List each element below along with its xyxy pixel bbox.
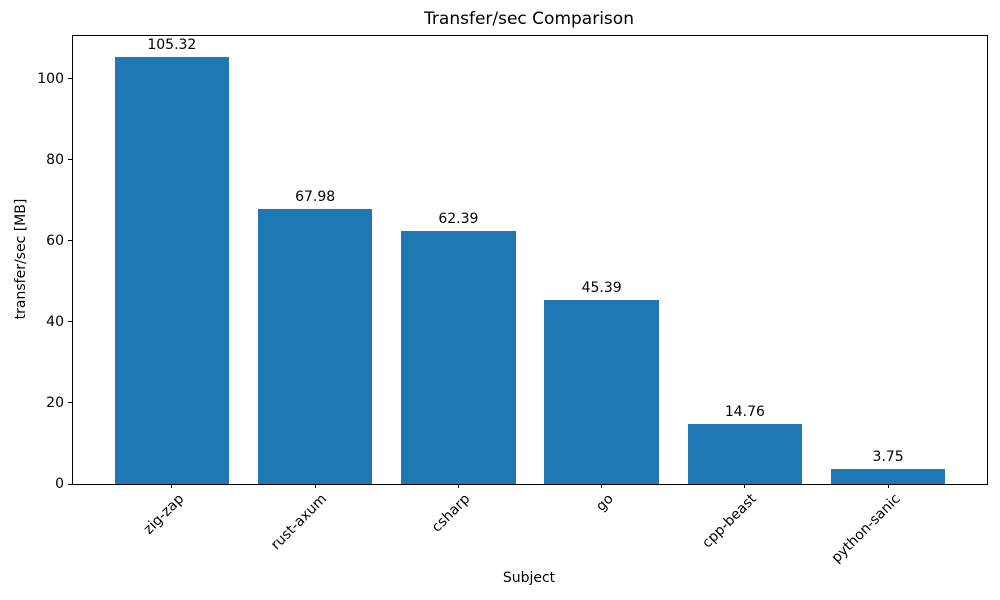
x-axis-label: Subject bbox=[502, 570, 556, 586]
x-tick bbox=[887, 484, 889, 488]
bar bbox=[401, 231, 516, 484]
bar bbox=[114, 57, 230, 484]
x-tick-label-text: go bbox=[593, 491, 617, 515]
y-tick bbox=[68, 240, 72, 242]
y-tick bbox=[68, 159, 72, 161]
y-tick bbox=[68, 402, 72, 404]
bar-value-label: 14.76 bbox=[724, 404, 765, 421]
x-tick-label-text: cpp-beast bbox=[699, 491, 761, 552]
x-tick-label-text: python-sanic bbox=[828, 491, 904, 567]
y-tick bbox=[68, 78, 72, 80]
y-tick-label: 0 bbox=[55, 476, 64, 492]
x-tick bbox=[171, 484, 173, 488]
x-tick-label-text: csharp bbox=[429, 491, 474, 536]
y-tick bbox=[68, 321, 72, 323]
bar-value-label: 105.32 bbox=[147, 37, 197, 54]
bar bbox=[257, 208, 373, 484]
x-tick bbox=[744, 484, 746, 488]
bar bbox=[687, 424, 803, 484]
bar bbox=[544, 300, 659, 484]
x-tick bbox=[314, 484, 316, 488]
y-tick-label: 60 bbox=[46, 232, 64, 249]
x-tick bbox=[457, 484, 459, 488]
bar-value-label: 3.75 bbox=[872, 448, 904, 465]
chart-title: Transfer/sec Comparison bbox=[424, 9, 634, 29]
y-tick-label: 80 bbox=[46, 151, 64, 168]
x-tick-label-text: zig-zap bbox=[140, 491, 188, 538]
bar-value-label: 62.39 bbox=[438, 211, 479, 228]
x-tick-label-text: rust-axum bbox=[268, 491, 331, 554]
y-tick bbox=[68, 483, 72, 485]
y-tick-label: 20 bbox=[46, 394, 64, 411]
x-tick bbox=[601, 484, 603, 488]
bar-value-label: 67.98 bbox=[295, 188, 336, 205]
y-tick-label: 100 bbox=[37, 70, 64, 87]
bar bbox=[830, 468, 946, 484]
y-tick-label: 40 bbox=[46, 313, 64, 330]
plot-area: 0 20 40 60 80 100 105.32 zig-zap 67.98 rust-axum 6… bbox=[37, 35, 988, 566]
y-axis-label: transfer/sec [MB] bbox=[13, 198, 29, 320]
bar-value-label: 45.39 bbox=[581, 280, 622, 297]
